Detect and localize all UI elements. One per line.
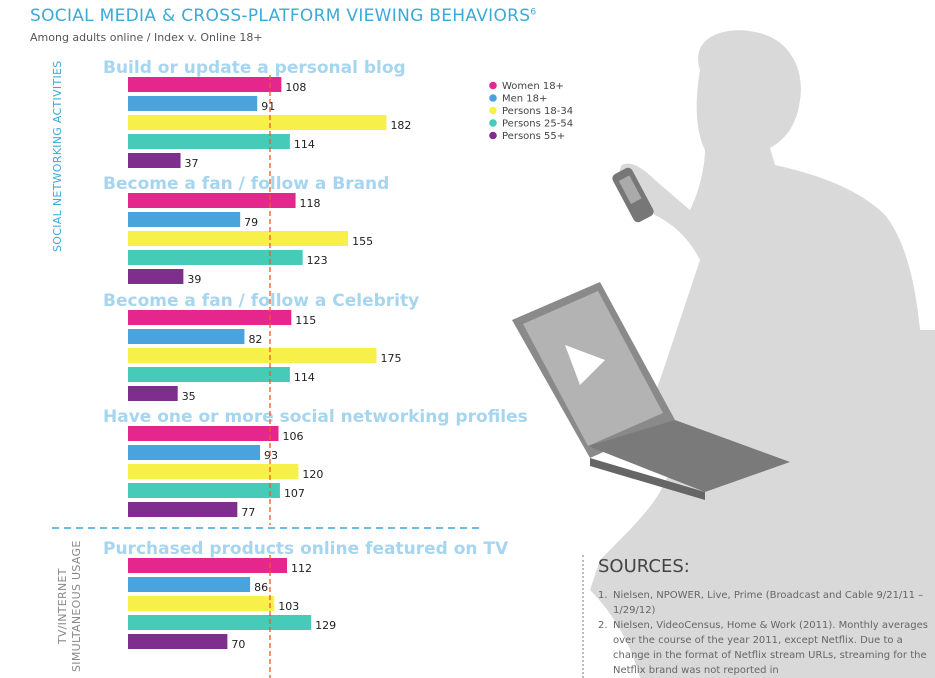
data-label: 70 <box>231 638 245 651</box>
data-label: 114 <box>294 138 315 151</box>
bar <box>128 577 251 592</box>
page-title: SOCIAL MEDIA & CROSS-PLATFORM VIEWING BE… <box>30 6 537 26</box>
bar <box>128 367 290 382</box>
data-label: 91 <box>261 100 275 113</box>
data-label: 155 <box>352 235 373 248</box>
play-icon <box>565 345 605 385</box>
data-label: 114 <box>294 371 315 384</box>
legend-swatch <box>489 119 497 127</box>
subtitle: Among adults online / Index v. Online 18… <box>30 31 263 44</box>
bar <box>128 329 245 344</box>
source-text: Nielsen, VideoCensus, Home & Work (2011)… <box>613 620 929 676</box>
data-label: 129 <box>315 619 336 632</box>
phone-icon <box>612 167 654 223</box>
person-silhouette <box>590 30 935 678</box>
sources-list: 1. Nielsen, NPOWER, Live, Prime (Broadca… <box>598 588 928 678</box>
data-label: 37 <box>185 157 199 170</box>
bar <box>128 502 238 517</box>
bar <box>128 596 275 611</box>
data-label: 106 <box>283 430 304 443</box>
bar <box>128 348 377 363</box>
bar <box>128 153 181 168</box>
bar <box>128 250 303 265</box>
bar <box>128 193 296 208</box>
bar <box>128 115 387 130</box>
data-label: 112 <box>291 562 312 575</box>
data-label: 35 <box>182 390 196 403</box>
legend-label: Persons 55+ <box>502 131 565 142</box>
data-label: 39 <box>187 273 201 286</box>
data-label: 103 <box>278 600 299 613</box>
bar <box>128 386 178 401</box>
legend-swatch <box>489 94 497 102</box>
bar <box>128 310 292 325</box>
source-text: Nielsen, NPOWER, Live, Prime (Broadcast … <box>613 590 924 616</box>
legend-swatch <box>489 106 497 115</box>
laptop-icon <box>512 282 790 500</box>
bar <box>128 615 312 630</box>
group-title: Become a fan / follow a Brand <box>103 174 389 194</box>
data-label: 82 <box>248 333 262 346</box>
bar <box>128 634 228 649</box>
sources-divider <box>582 555 584 678</box>
bar <box>128 445 261 460</box>
legend: Women 18+ Men 18+Persons 18-34 Persons 25-… <box>489 81 573 142</box>
bar <box>128 426 279 441</box>
bar <box>128 558 288 573</box>
data-label: 120 <box>302 468 323 481</box>
legend-label: Persons 25-54 <box>502 119 573 130</box>
data-label: 115 <box>295 314 316 327</box>
group-title: Become a fan / follow a Celebrity <box>103 291 419 311</box>
sources-title: SOURCES: <box>598 556 690 577</box>
legend-swatch <box>489 81 497 90</box>
data-label: 118 <box>300 197 321 210</box>
data-label: 175 <box>381 352 402 365</box>
legend-label: Persons 18-34 <box>502 106 573 117</box>
group-title: Have one or more social networking profi… <box>103 407 528 427</box>
data-label: 182 <box>390 119 411 132</box>
legend-label: Women 18+ <box>502 81 564 92</box>
bars-layer: Build or update a personal blog 108 91 182 1… <box>103 58 528 651</box>
legend-label: Men 18+ <box>502 94 547 105</box>
data-label: 107 <box>284 487 305 500</box>
group-title: Purchased products online featured on TV <box>103 539 509 559</box>
bar <box>128 231 349 246</box>
bar <box>128 269 184 284</box>
source-number: 1. <box>598 590 608 601</box>
legend-swatch <box>489 131 497 140</box>
group-title: Build or update a personal blog <box>103 58 406 78</box>
bar <box>128 96 258 111</box>
source-item: 1. Nielsen, NPOWER, Live, Prime (Broadca… <box>598 588 928 618</box>
source-item: 2. Nielsen, VideoCensus, Home & Work (20… <box>598 618 928 678</box>
data-label: 93 <box>264 449 278 462</box>
bar <box>128 134 290 149</box>
data-label: 108 <box>285 81 306 94</box>
data-label: 79 <box>244 216 258 229</box>
bar <box>128 212 241 227</box>
bar <box>128 483 280 498</box>
data-label: 123 <box>307 254 328 267</box>
source-number: 2. <box>598 620 608 631</box>
bar <box>128 77 282 92</box>
data-label: 77 <box>241 506 255 519</box>
bar <box>128 464 299 479</box>
data-label: 86 <box>254 581 268 594</box>
